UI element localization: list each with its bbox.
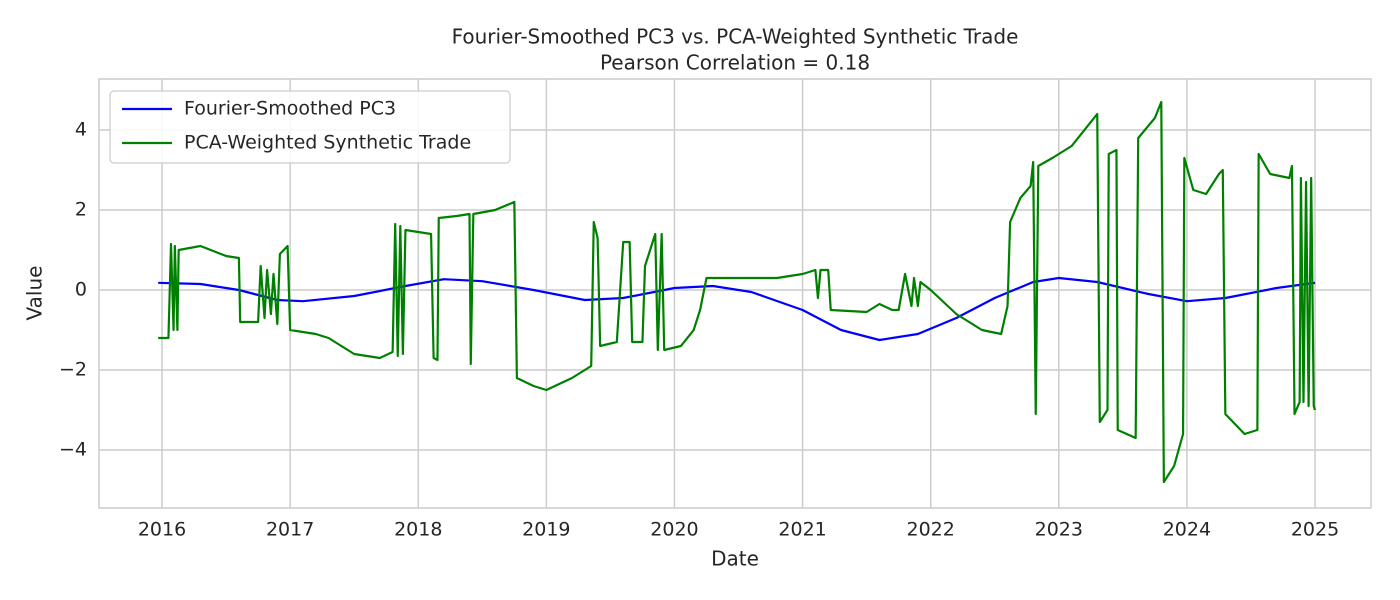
legend-label: Fourier-Smoothed PC3 xyxy=(184,98,396,120)
x-axis-label: Date xyxy=(711,547,759,571)
line-series xyxy=(158,276,1316,342)
x-tick-label: 2017 xyxy=(266,519,314,541)
x-tick-label: 2023 xyxy=(1035,519,1083,541)
y-tick-label: 2 xyxy=(75,199,87,221)
y-tick-label: −2 xyxy=(59,359,87,381)
x-tick-label: 2019 xyxy=(522,519,570,541)
x-tick-label: 2022 xyxy=(907,519,955,541)
y-tick-label: 0 xyxy=(75,279,87,301)
chart-subtitle: Pearson Correlation = 0.18 xyxy=(600,51,870,75)
line-series xyxy=(158,100,1317,484)
legend-box xyxy=(109,90,511,164)
y-axis-label: Value xyxy=(23,266,47,321)
x-tick-label: 2018 xyxy=(394,519,442,541)
x-tick-label: 2021 xyxy=(778,519,826,541)
y-tick-label: 4 xyxy=(75,119,87,141)
x-tick-label: 2024 xyxy=(1163,519,1211,541)
x-tick-label: 2020 xyxy=(650,519,698,541)
x-tick-label: 2025 xyxy=(1291,519,1339,541)
plot-frame xyxy=(98,78,1372,509)
chart-title: Fourier-Smoothed PC3 vs. PCA-Weighted Sy… xyxy=(452,25,1019,49)
legend-label: PCA-Weighted Synthetic Trade xyxy=(184,132,471,154)
y-tick-label: −4 xyxy=(59,439,87,461)
x-tick-label: 2016 xyxy=(138,519,186,541)
